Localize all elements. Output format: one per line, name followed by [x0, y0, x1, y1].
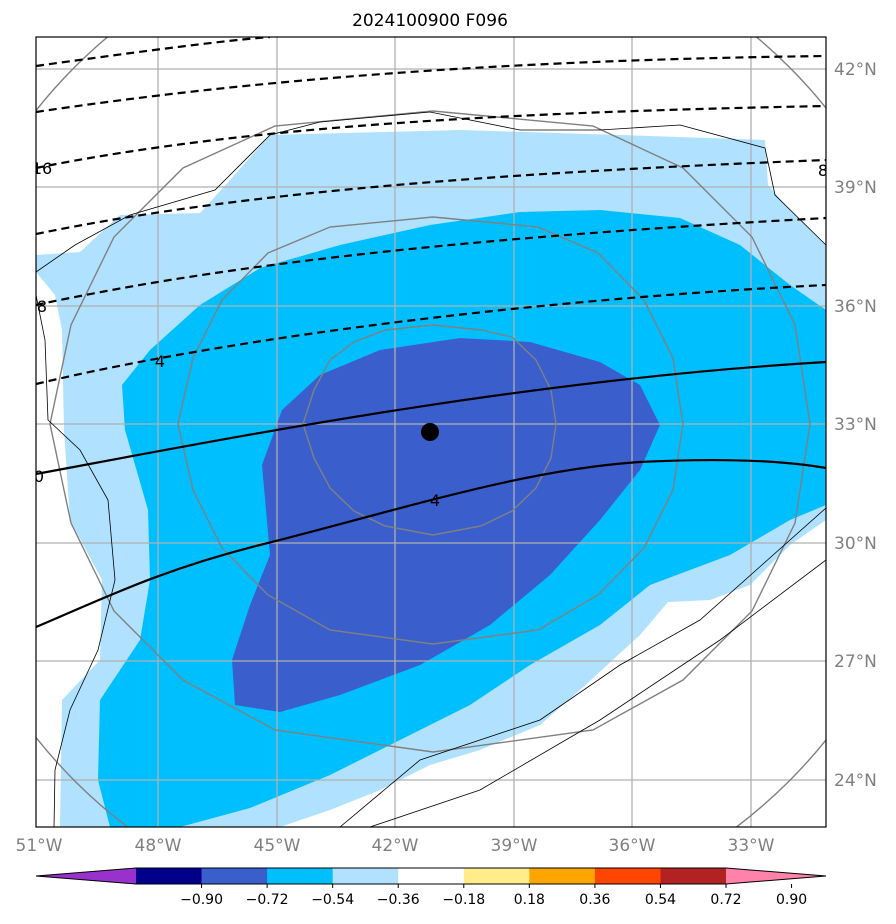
dashed-contours	[36, 37, 826, 386]
colorbar-outline	[35, 867, 827, 885]
lon-tick-labels: 51°W 48°W 45°W 42°W 39°W 36°W 33°W	[16, 836, 775, 856]
storm-center-marker	[421, 423, 439, 441]
contour-label: 4	[430, 491, 440, 510]
colorbar-segment	[594, 868, 661, 884]
lon-tick-label: 36°W	[609, 836, 656, 856]
colorbar: −0.90 −0.72 −0.54 −0.36 −0.18 0.18 0.36 0.54 0.7…	[35, 867, 827, 908]
colorbar-segment	[398, 868, 465, 884]
colorbar-segment	[660, 868, 727, 884]
colorbar-tick-label: −0.18	[442, 892, 485, 908]
filled-contour-royal-blue	[232, 338, 660, 712]
contour-label: 8	[37, 297, 47, 316]
lat-tick-label: 30°N	[834, 534, 877, 554]
lat-tick-label: 33°N	[834, 415, 877, 435]
contour-label: 8	[818, 161, 828, 180]
chart-title: 2024100900 F096	[352, 11, 508, 31]
lat-tick-labels: 42°N 39°N 36°N 33°N 30°N 27°N 24°N	[834, 60, 877, 791]
colorbar-tick-label: −0.36	[377, 892, 420, 908]
lat-tick-label: 39°N	[834, 178, 877, 198]
colorbar-tick-label: 0.18	[514, 892, 545, 908]
colorbar-tick-label: 0.36	[579, 892, 610, 908]
colorbar-segment	[136, 868, 203, 884]
lon-tick-label: 33°W	[728, 836, 775, 856]
colorbar-tick-label: −0.72	[246, 892, 289, 908]
lat-tick-label: 36°N	[834, 297, 877, 317]
colorbar-segment	[529, 868, 596, 884]
colorbar-tick-label: 0.72	[710, 892, 741, 908]
colorbar-tick-label: 0.90	[776, 892, 807, 908]
lon-tick-label: 39°W	[491, 836, 538, 856]
solid-contours	[36, 360, 826, 629]
colorbar-extend-high	[726, 868, 826, 884]
boundary-lines	[36, 111, 826, 827]
contour-label: 0	[34, 467, 44, 486]
colorbar-tick-label: −0.54	[311, 892, 354, 908]
lat-tick-label: 27°N	[834, 652, 877, 672]
lon-tick-label: 42°W	[372, 836, 419, 856]
colorbar-segment	[201, 868, 268, 884]
contour-label: 4	[155, 352, 165, 371]
lon-tick-label: 51°W	[16, 836, 63, 856]
colorbar-extend-low	[36, 868, 136, 884]
colorbar-segment	[332, 868, 399, 884]
colorbar-tick-label: 0.54	[645, 892, 676, 908]
colorbar-segment	[463, 868, 530, 884]
map-frame	[35, 36, 827, 828]
colorbar-tick-label: −0.90	[180, 892, 223, 908]
lon-tick-label: 48°W	[135, 836, 182, 856]
lon-tick-label: 45°W	[254, 836, 301, 856]
lat-tick-label: 42°N	[834, 60, 877, 80]
lat-tick-label: 24°N	[834, 771, 877, 791]
contour-labels: 16 8 4 0 4 8	[32, 159, 828, 510]
contour-label: 16	[32, 159, 52, 178]
colorbar-segment	[267, 868, 334, 884]
